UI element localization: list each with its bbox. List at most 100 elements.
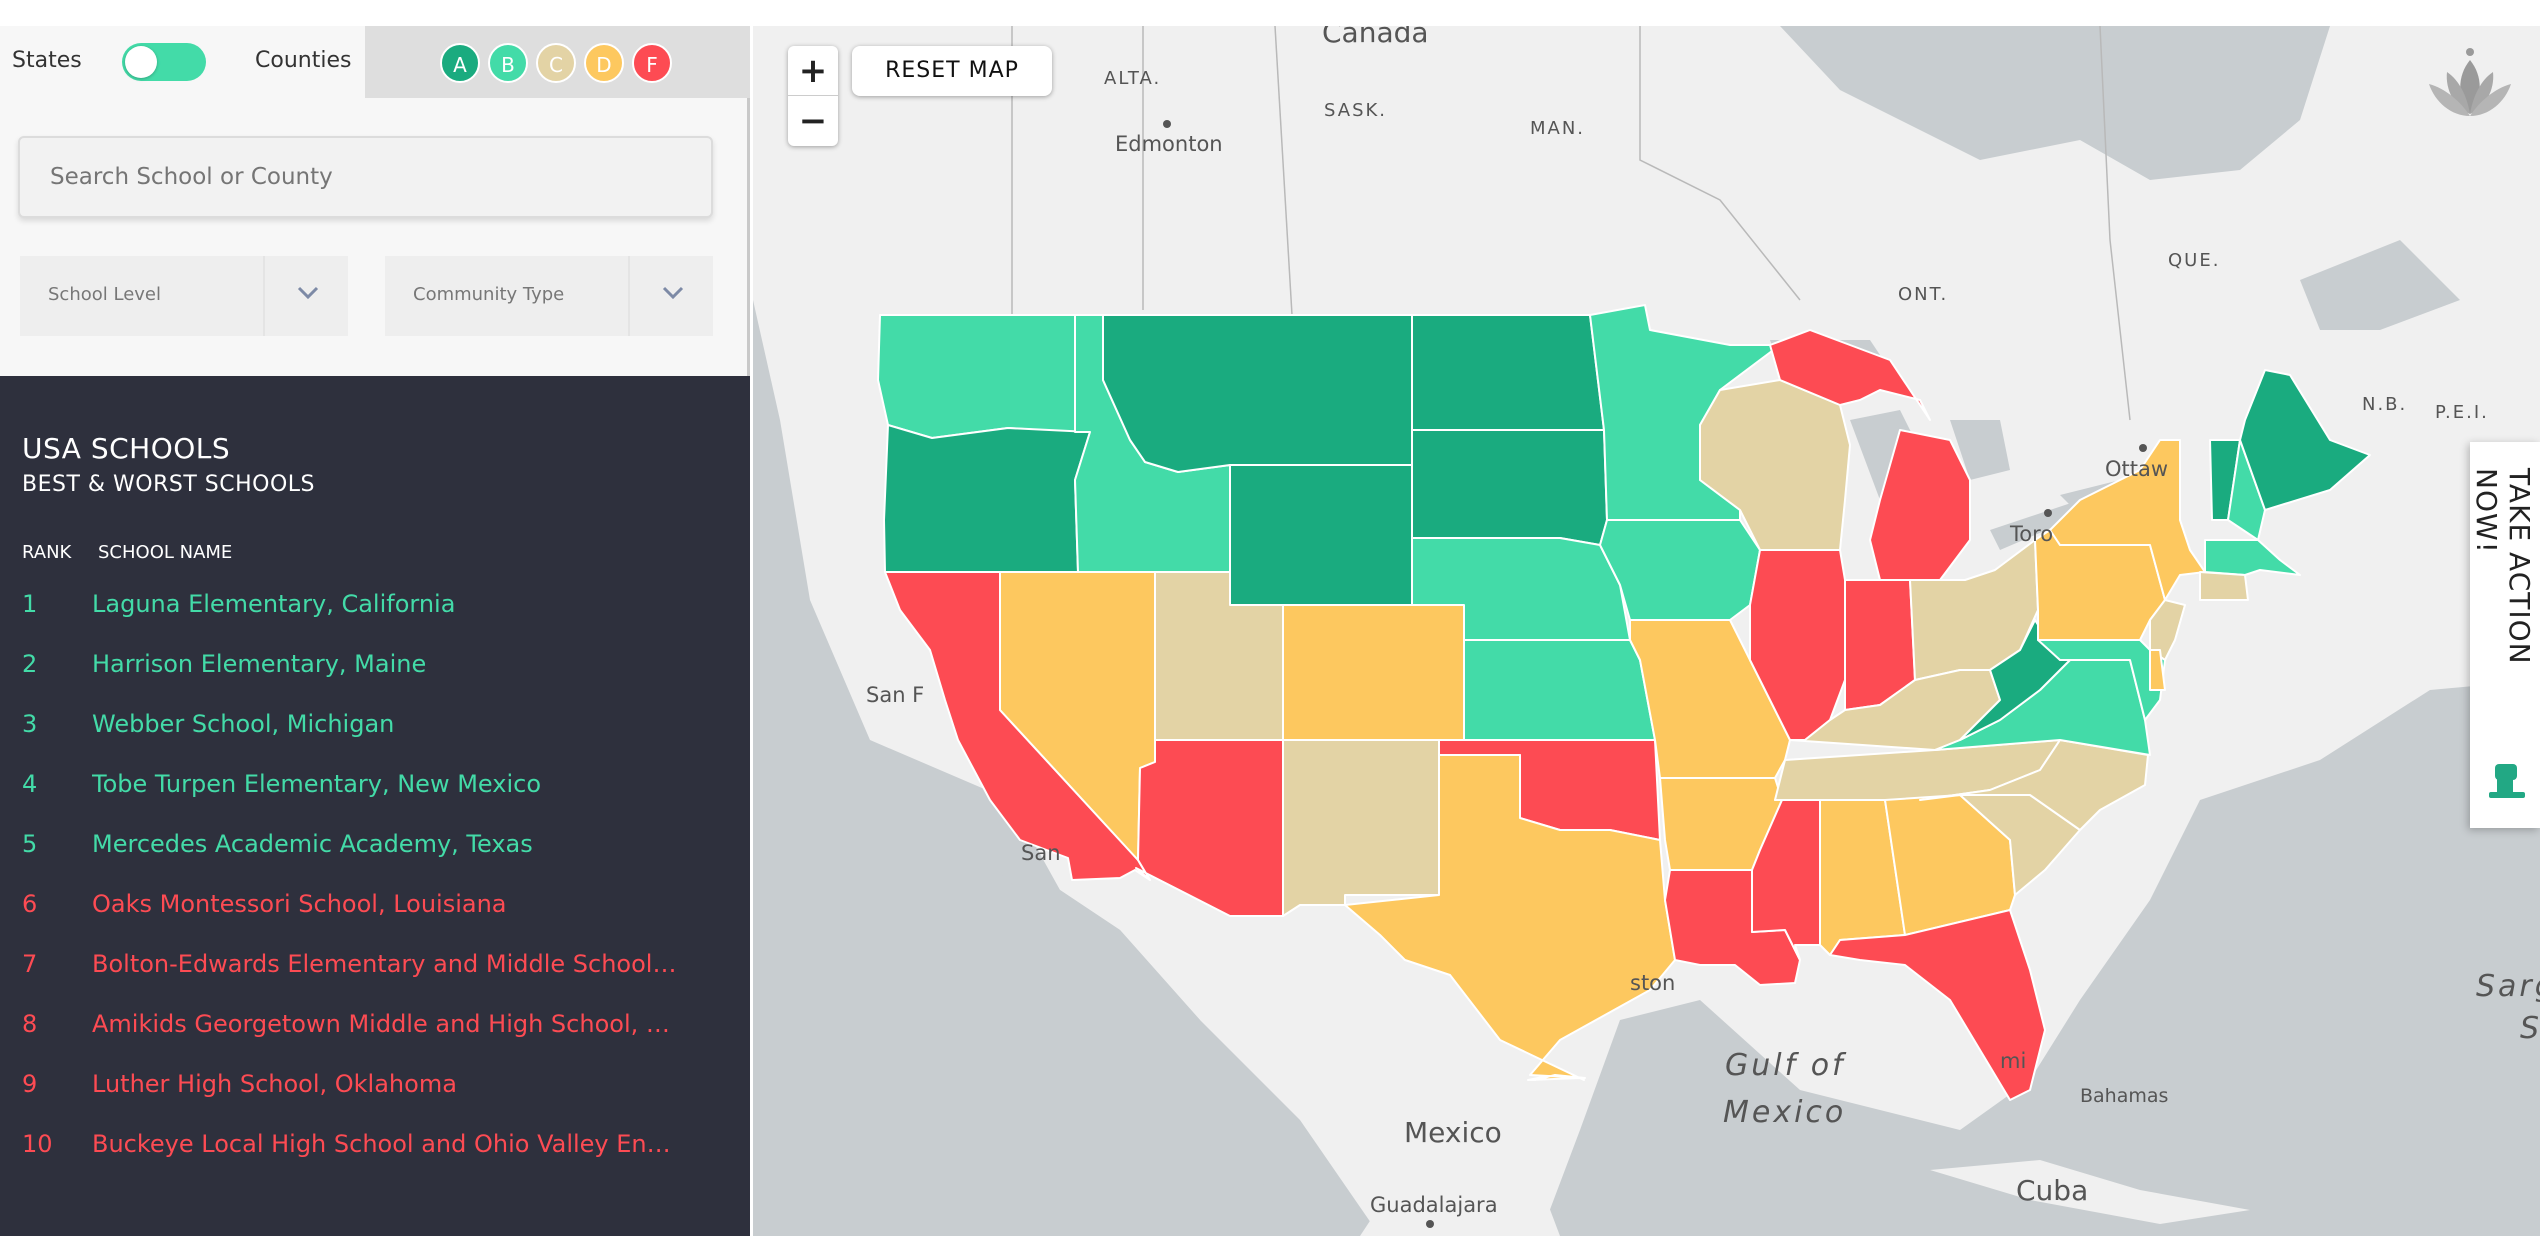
map-label-sargasso-sea: S: [2520, 1011, 2539, 1046]
state-missouri[interactable]: [1629, 619, 1791, 779]
zoom-in-button[interactable]: +: [788, 46, 838, 96]
map-label-cuba: Cuba: [2016, 1174, 2088, 1207]
select-divider: [628, 256, 630, 336]
states-label[interactable]: States: [12, 48, 82, 73]
grade-legend: A B C D F: [365, 26, 750, 98]
state-kansas[interactable]: [1463, 639, 1656, 741]
counties-label[interactable]: Counties: [255, 48, 352, 73]
toggle-knob[interactable]: [125, 46, 157, 78]
school-name-link[interactable]: Laguna Elementary, California: [92, 590, 456, 618]
school-rank: 9: [22, 1070, 38, 1098]
state-montana[interactable]: [1102, 314, 1413, 473]
take-action-label[interactable]: TAKE ACTION NOW!: [2470, 468, 2536, 665]
layer-toolbar: States Counties A B C D F: [0, 26, 750, 98]
community-type-select[interactable]: Community Type: [385, 256, 713, 336]
school-row[interactable]: 9 Luther High School, Oklahoma: [0, 1060, 750, 1110]
reset-map-button[interactable]: RESET MAP: [852, 46, 1052, 96]
state-maine[interactable]: [2239, 369, 2371, 511]
school-row[interactable]: 1 Laguna Elementary, California: [0, 580, 750, 630]
school-name-link[interactable]: Tobe Turpen Elementary, New Mexico: [92, 770, 542, 798]
state-south-dakota[interactable]: [1411, 429, 1608, 546]
state-washington[interactable]: [877, 314, 1076, 439]
school-row[interactable]: 2 Harrison Elementary, Maine: [0, 640, 750, 690]
gulf-of-california: [870, 740, 1290, 1236]
city-dot: [2044, 509, 2052, 517]
chevron-down-icon[interactable]: [658, 278, 688, 308]
map-label-houston: ston: [1630, 971, 1675, 995]
school-row[interactable]: 7 Bolton-Edwards Elementary and Middle S…: [0, 940, 750, 990]
map-label-ottawa: Ottaw: [2105, 457, 2168, 481]
school-name-link[interactable]: Webber School, Michigan: [92, 710, 395, 738]
zoom-control: + −: [788, 46, 838, 146]
school-row[interactable]: 5 Mercedes Academic Academy, Texas: [0, 820, 750, 870]
school-name-link[interactable]: Amikids Georgetown Middle and High Schoo…: [92, 1010, 682, 1038]
city-dot: [1163, 120, 1171, 128]
school-level-select[interactable]: School Level: [20, 256, 348, 336]
state-texas[interactable]: [1344, 754, 1676, 1081]
community-type-label: Community Type: [413, 284, 565, 305]
school-rank: 6: [22, 890, 38, 918]
state-pennsylvania[interactable]: [2034, 529, 2166, 641]
state-new-york[interactable]: [2049, 439, 2206, 601]
gulf-of-st-lawrence: [2300, 240, 2460, 330]
state-new-mexico[interactable]: [1282, 739, 1440, 917]
school-name-column-header: SCHOOL NAME: [98, 542, 233, 563]
school-rank: 2: [22, 650, 38, 678]
us-states-layer[interactable]: [877, 304, 2371, 1101]
school-row[interactable]: 4 Tobe Turpen Elementary, New Mexico: [0, 760, 750, 810]
take-action-tab[interactable]: TAKE ACTION NOW!: [2470, 442, 2540, 828]
state-colorado[interactable]: [1282, 604, 1465, 741]
state-north-dakota[interactable]: [1411, 314, 1605, 431]
chevron-down-icon[interactable]: [293, 278, 323, 308]
state-connecticut[interactable]: [2199, 571, 2249, 601]
hudson-bay: [1780, 26, 2330, 180]
states-counties-toggle[interactable]: [122, 43, 206, 81]
lake-huron: [1950, 420, 2010, 480]
map-label-san-francisco: San F: [866, 683, 924, 707]
zoom-out-button[interactable]: −: [798, 101, 828, 141]
map-label-guadalajara: Guadalajara: [1370, 1193, 1498, 1217]
school-name-link[interactable]: Luther High School, Oklahoma: [92, 1070, 457, 1098]
school-name-link[interactable]: Bolton-Edwards Elementary and Middle Sch…: [92, 950, 682, 978]
state-wyoming[interactable]: [1229, 464, 1413, 606]
school-rank: 10: [22, 1130, 53, 1158]
province-border: [1274, 26, 1293, 316]
school-row[interactable]: 6 Oaks Montessori School, Louisiana: [0, 880, 750, 930]
grade-chip-a[interactable]: A: [440, 43, 480, 83]
grade-chip-c[interactable]: C: [536, 43, 576, 83]
state-oregon[interactable]: [883, 424, 1091, 573]
school-row[interactable]: 8 Amikids Georgetown Middle and High Sch…: [0, 1000, 750, 1050]
grade-chip-f[interactable]: F: [632, 43, 672, 83]
state-wisconsin[interactable]: [1699, 379, 1851, 551]
map-label-bahamas: Bahamas: [2080, 1085, 2168, 1107]
grade-chip-d[interactable]: D: [584, 43, 624, 83]
province-border: [1639, 26, 1801, 301]
state-north-carolina[interactable]: [1919, 739, 2149, 831]
school-name-link[interactable]: Oaks Montessori School, Louisiana: [92, 890, 507, 918]
school-name-link[interactable]: Harrison Elementary, Maine: [92, 650, 427, 678]
map-label-pei: P.E.I.: [2435, 402, 2489, 423]
lotus-icon[interactable]: [2425, 46, 2515, 126]
school-row[interactable]: 3 Webber School, Michigan: [0, 700, 750, 750]
state-michigan[interactable]: [1769, 329, 1971, 581]
select-divider: [263, 256, 265, 336]
map-label-saskatchewan: SASK.: [1324, 100, 1387, 121]
map-label-edmonton: Edmonton: [1115, 132, 1223, 156]
school-row[interactable]: 10 Buckeye Local High School and Ohio Va…: [0, 1120, 750, 1170]
map-svg[interactable]: Canada ALTA. SASK. MAN. ONT. QUE. N.B. P…: [753, 26, 2540, 1236]
school-rank: 3: [22, 710, 38, 738]
map-label-miami: mi: [2000, 1049, 2026, 1073]
school-name-link[interactable]: Mercedes Academic Academy, Texas: [92, 830, 533, 858]
state-delaware[interactable]: [2149, 649, 2166, 691]
map-canvas[interactable]: Canada ALTA. SASK. MAN. ONT. QUE. N.B. P…: [753, 26, 2540, 1236]
layer-toggle-group: States Counties: [0, 26, 365, 98]
map-label-mexico: Mexico: [1404, 1116, 1502, 1149]
search-input[interactable]: [18, 136, 713, 218]
state-florida[interactable]: [1829, 909, 2046, 1101]
school-name-link[interactable]: Buckeye Local High School and Ohio Valle…: [92, 1130, 682, 1158]
map-label-toronto: Toro: [2009, 522, 2053, 546]
map-label-gulf-of-mexico: Mexico: [1723, 1095, 1846, 1130]
grade-chip-b[interactable]: B: [488, 43, 528, 83]
lake-erie: [1990, 500, 2080, 550]
